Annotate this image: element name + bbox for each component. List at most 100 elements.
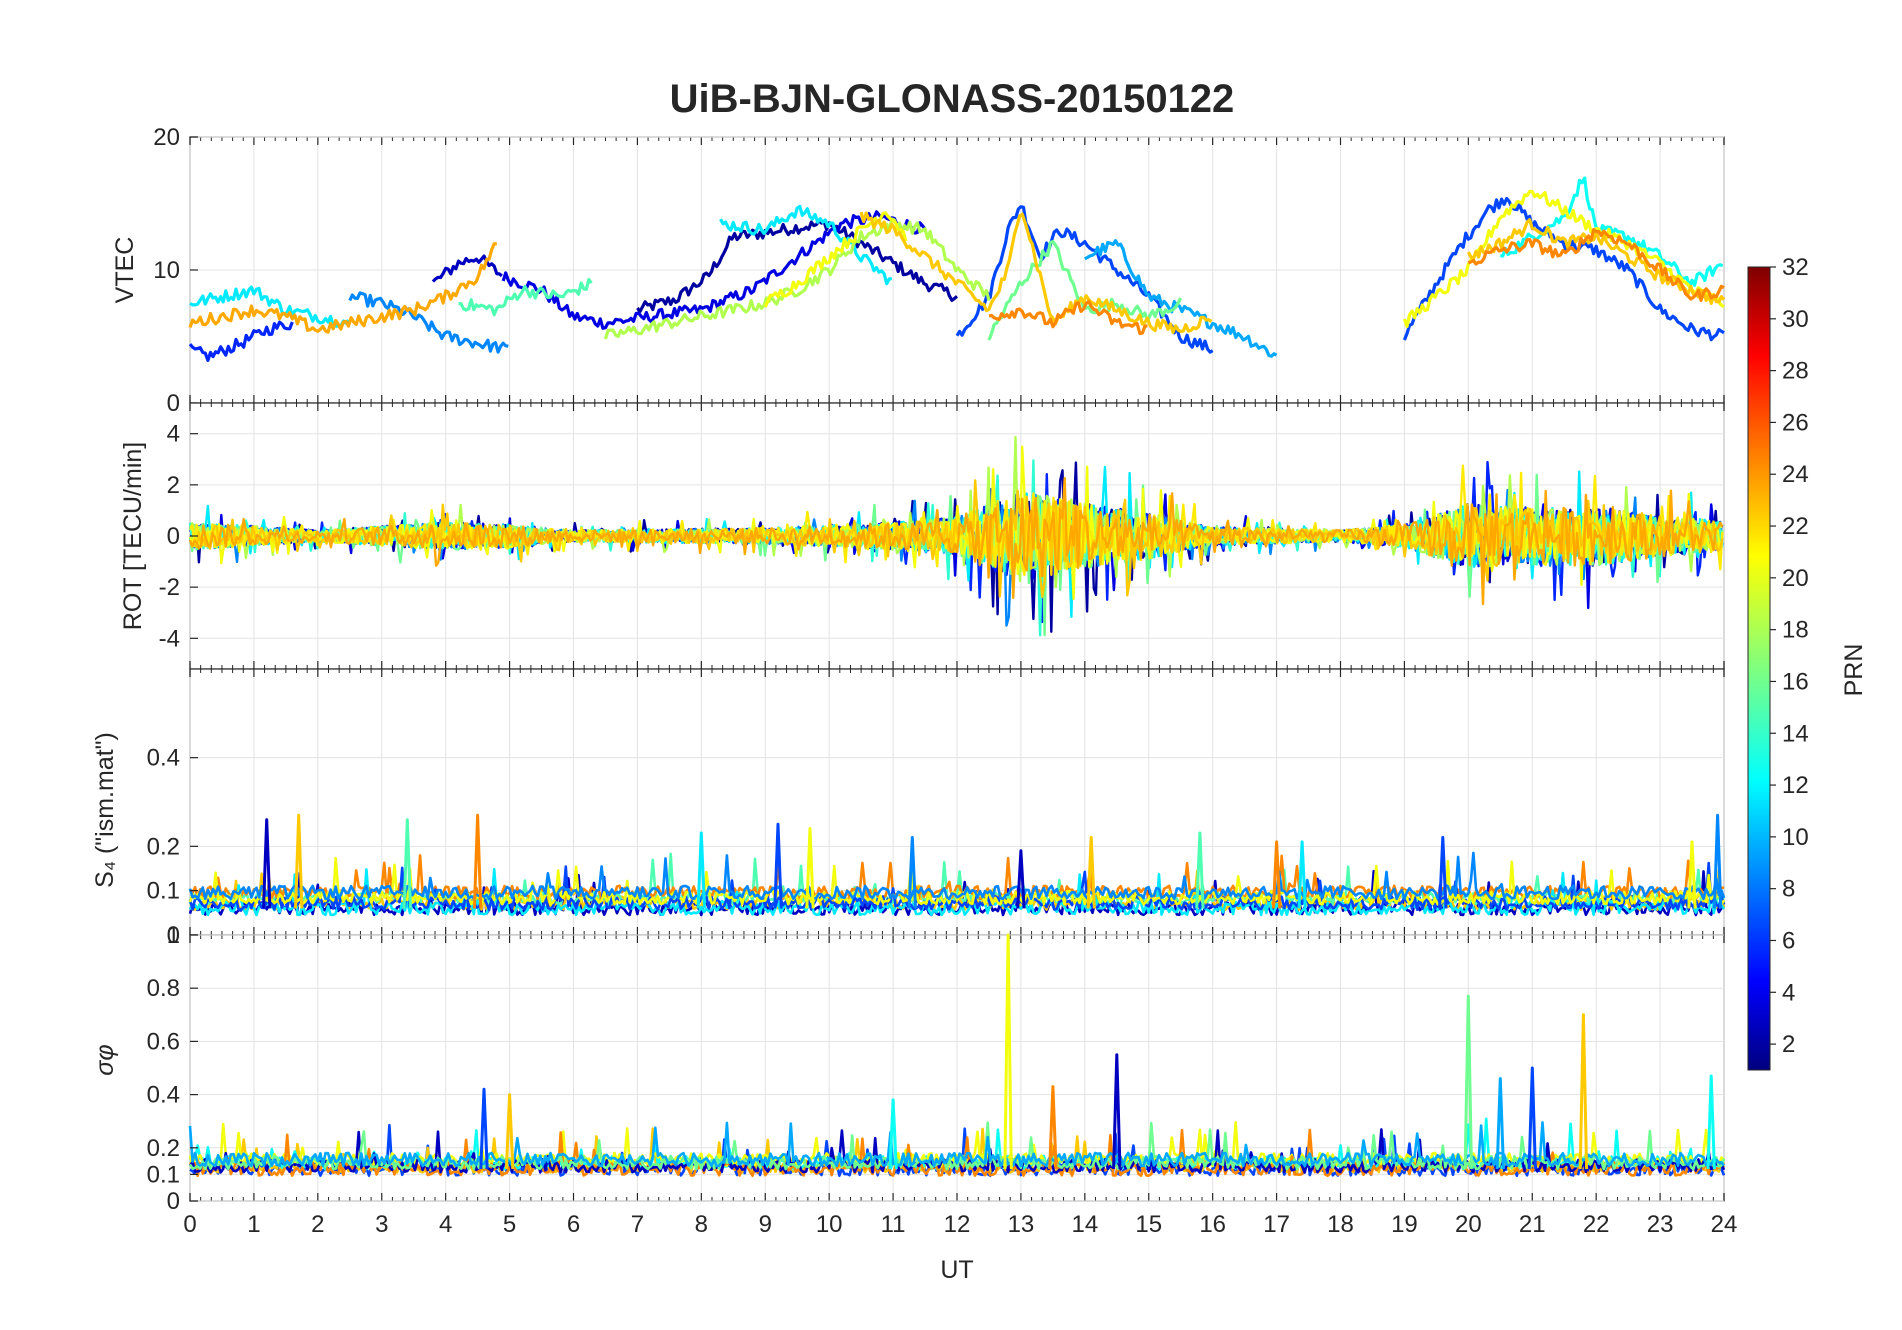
y-tick-label: 0.1	[147, 1161, 180, 1188]
colorbar-tick-label: 16	[1782, 668, 1809, 695]
s4-spike	[773, 822, 783, 909]
x-tick-label: 2	[311, 1211, 324, 1238]
x-tick-label: 0	[183, 1211, 196, 1238]
y-tick-label: 0.8	[147, 975, 180, 1002]
colorbar-tick-label: 2	[1782, 1031, 1795, 1058]
colorbar-tick-label: 6	[1782, 927, 1795, 954]
y-tick-label: 10	[153, 257, 180, 284]
x-tick-label: 4	[439, 1211, 452, 1238]
s4-spike	[1195, 831, 1205, 909]
s4-spike	[1687, 840, 1697, 909]
y-tick-label: 0.4	[147, 1082, 180, 1109]
colorbar-tick-label: 22	[1782, 513, 1809, 540]
rot-panel: -4 -2 0 2 4 ROT [TECU/min]	[119, 402, 1725, 670]
x-tick-label: 11	[881, 1211, 906, 1238]
x-axis-ticks: 0 1 2 3 4 5 6 7 8 9 10 11 12 13 14 15 16 17 18 19 20 21 22 23 24	[183, 1211, 1737, 1238]
vtec-data	[188, 176, 1726, 362]
x-tick-label: 9	[759, 1211, 772, 1238]
sigma-phi-panel: 00.10.20.40.60.81 σφ	[91, 922, 1726, 1215]
vtec-series-line	[1467, 228, 1725, 302]
sigma-phi-spike	[479, 1087, 489, 1170]
y-tick-label: -2	[159, 574, 180, 601]
s4-spike	[1086, 836, 1096, 909]
vtec-series-line	[348, 291, 509, 354]
x-tick-label: 17	[1263, 1211, 1290, 1238]
vtec-series-line	[188, 320, 294, 362]
s4-spike	[1712, 813, 1723, 909]
x-tick-label: 16	[1199, 1211, 1226, 1238]
colorbar-tick-label: 32	[1782, 254, 1809, 281]
colorbar-tick-label: 20	[1782, 565, 1809, 592]
sigma-phi-y-axis-label: σφ	[91, 1044, 119, 1075]
x-tick-label: 8	[695, 1211, 708, 1238]
rot-series-line	[188, 477, 1724, 606]
colorbar-tick-label: 18	[1782, 617, 1809, 644]
rot-data	[188, 435, 1724, 637]
s4-y-ticks: 0 0.1 0.2 0.4	[147, 745, 198, 949]
x-tick-label: 19	[1391, 1211, 1418, 1238]
y-tick-label: 0.4	[147, 745, 180, 772]
vtec-series-line	[431, 254, 503, 283]
colorbar-tick-label: 8	[1782, 876, 1795, 903]
y-tick-label: 0.1	[147, 878, 180, 905]
sigma-phi-spike	[888, 1098, 898, 1170]
colorbar-tick-label: 26	[1782, 409, 1809, 436]
vtec-y-ticks: 0 10 20	[153, 124, 198, 417]
sigma-phi-spike	[1048, 1085, 1058, 1170]
y-tick-label: 1	[167, 922, 180, 949]
s4-spike	[805, 827, 815, 909]
vtec-y-axis-label: VTEC	[111, 237, 139, 304]
s4-spike	[402, 818, 412, 909]
vtec-series-line	[763, 211, 908, 308]
s4-spike	[1016, 849, 1026, 909]
x-tick-label: 6	[567, 1211, 580, 1238]
y-tick-label: 2	[167, 472, 180, 499]
x-tick-label: 3	[375, 1211, 388, 1238]
x-tick-label: 20	[1455, 1211, 1482, 1238]
sigma-phi-grid	[189, 934, 1725, 1202]
vtec-series-line	[719, 204, 893, 286]
vtec-series-line	[1500, 176, 1724, 289]
s4-y-axis-label: S₄ ("ism.mat")	[91, 732, 119, 888]
colorbar-label: PRN	[1840, 644, 1868, 697]
colorbar-tick-label: 12	[1782, 772, 1809, 799]
vtec-series-line	[636, 219, 959, 314]
sigma-phi-spike	[1527, 1066, 1537, 1170]
sigma-phi-spike	[1706, 1074, 1716, 1170]
s4-spike	[696, 831, 706, 909]
x-tick-label: 13	[1008, 1211, 1035, 1238]
rot-y-ticks: -4 -2 0 2 4	[159, 421, 198, 652]
colorbar-tick-label: 10	[1782, 824, 1809, 851]
x-tick-label: 21	[1519, 1211, 1546, 1238]
y-tick-label: 0	[167, 1188, 180, 1215]
y-tick-label: 20	[153, 124, 180, 151]
vtec-series-line	[1084, 239, 1278, 358]
vtec-grid	[189, 136, 1725, 404]
y-tick-label: 0	[167, 390, 180, 417]
colorbar-tick-label: 30	[1782, 306, 1809, 333]
rot-y-axis-label: ROT [TECU/min]	[119, 442, 147, 630]
vtec-series-line	[458, 278, 593, 317]
vtec-series-line	[1402, 196, 1725, 342]
s4-data	[188, 813, 1726, 917]
x-tick-label: 1	[247, 1211, 260, 1238]
sigma-phi-series-line	[188, 1121, 1726, 1171]
colorbar-tick-label: 28	[1782, 358, 1809, 385]
vtec-series-line	[188, 242, 497, 334]
s4-panel: 0 0.1 0.2 0.4 S₄ ("ism.mat")	[91, 668, 1726, 949]
vtec-series-line	[603, 217, 991, 340]
s4-spike	[907, 836, 917, 909]
vtec-series-line	[1402, 189, 1725, 329]
vtec-panel: 0 10 20 VTEC	[111, 124, 1726, 417]
sigma-phi-spike	[1112, 1053, 1122, 1170]
y-tick-label: 0	[167, 523, 180, 550]
x-tick-label: 10	[816, 1211, 843, 1238]
sigma-phi-data	[188, 933, 1726, 1177]
x-tick-label: 15	[1135, 1211, 1162, 1238]
y-tick-label: 0.2	[147, 1135, 180, 1162]
s4-spike	[262, 818, 272, 909]
x-tick-label: 5	[503, 1211, 516, 1238]
s4-spike	[472, 813, 483, 909]
s4-spike	[294, 813, 304, 909]
